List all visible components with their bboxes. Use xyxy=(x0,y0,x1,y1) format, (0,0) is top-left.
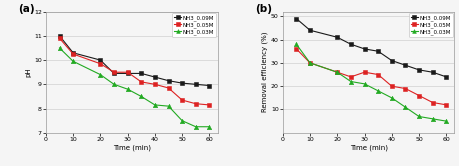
NH3_0.09M xyxy=(307,29,313,31)
NH3_0.03M xyxy=(294,43,299,45)
NH3_0.09M xyxy=(348,43,353,45)
NH3_0.03M xyxy=(166,105,171,107)
NH3_0.05M xyxy=(375,74,381,76)
NH3_0.03M xyxy=(389,97,394,99)
NH3_0.03M xyxy=(193,126,198,128)
NH3_0.09M xyxy=(125,72,130,74)
NH3_0.03M xyxy=(152,104,157,106)
Text: (a): (a) xyxy=(18,4,35,14)
NH3_0.03M xyxy=(403,106,408,108)
NH3_0.09M xyxy=(207,84,212,86)
NH3_0.09M xyxy=(179,82,185,84)
Legend: NH3_0.09M, NH3_0.05M, NH3_0.03M: NH3_0.09M, NH3_0.05M, NH3_0.03M xyxy=(409,13,453,37)
NH3_0.09M xyxy=(193,83,198,85)
NH3_0.09M xyxy=(294,18,299,20)
NH3_0.09M xyxy=(430,71,436,73)
Text: (b): (b) xyxy=(255,4,272,14)
NH3_0.05M xyxy=(335,71,340,73)
NH3_0.03M xyxy=(430,118,436,120)
Line: NH3_0.05M: NH3_0.05M xyxy=(57,36,212,107)
NH3_0.05M xyxy=(70,53,76,55)
X-axis label: Time (min): Time (min) xyxy=(113,144,151,151)
NH3_0.03M xyxy=(70,60,76,62)
NH3_0.09M xyxy=(416,69,422,71)
NH3_0.09M xyxy=(152,76,157,78)
NH3_0.05M xyxy=(430,101,436,104)
Y-axis label: Removal efficiency (%): Removal efficiency (%) xyxy=(262,32,268,112)
NH3_0.09M xyxy=(139,72,144,74)
NH3_0.09M xyxy=(362,48,367,50)
NH3_0.03M xyxy=(348,81,353,83)
NH3_0.05M xyxy=(362,71,367,73)
NH3_0.05M xyxy=(152,83,157,85)
NH3_0.03M xyxy=(139,95,144,97)
NH3_0.09M xyxy=(57,35,62,37)
NH3_0.05M xyxy=(193,103,198,105)
NH3_0.05M xyxy=(57,37,62,39)
NH3_0.09M xyxy=(443,76,449,78)
NH3_0.03M xyxy=(307,62,313,64)
NH3_0.05M xyxy=(98,63,103,65)
NH3_0.09M xyxy=(403,64,408,66)
NH3_0.05M xyxy=(111,71,117,73)
NH3_0.05M xyxy=(207,104,212,106)
NH3_0.09M xyxy=(389,60,394,62)
NH3_0.05M xyxy=(403,87,408,89)
NH3_0.03M xyxy=(335,71,340,73)
Legend: NH3_0.09M, NH3_0.05M, NH3_0.03M: NH3_0.09M, NH3_0.05M, NH3_0.03M xyxy=(172,13,216,37)
NH3_0.09M xyxy=(98,59,103,61)
NH3_0.05M xyxy=(443,104,449,106)
NH3_0.05M xyxy=(416,94,422,96)
NH3_0.03M xyxy=(111,83,117,85)
X-axis label: Time (min): Time (min) xyxy=(350,144,387,151)
NH3_0.05M xyxy=(307,62,313,64)
Y-axis label: pH: pH xyxy=(25,67,31,77)
NH3_0.05M xyxy=(389,85,394,87)
NH3_0.09M xyxy=(375,50,381,52)
NH3_0.03M xyxy=(125,88,130,90)
NH3_0.03M xyxy=(362,83,367,85)
NH3_0.03M xyxy=(416,116,422,118)
NH3_0.05M xyxy=(179,99,185,101)
NH3_0.09M xyxy=(335,36,340,38)
NH3_0.05M xyxy=(166,87,171,89)
NH3_0.05M xyxy=(125,71,130,73)
NH3_0.03M xyxy=(98,74,103,76)
NH3_0.03M xyxy=(57,47,62,49)
NH3_0.09M xyxy=(166,80,171,82)
Line: NH3_0.09M: NH3_0.09M xyxy=(57,34,212,88)
Line: NH3_0.03M: NH3_0.03M xyxy=(57,46,212,129)
NH3_0.05M xyxy=(294,48,299,50)
Line: NH3_0.09M: NH3_0.09M xyxy=(294,16,448,79)
NH3_0.05M xyxy=(348,76,353,78)
NH3_0.03M xyxy=(179,120,185,122)
NH3_0.03M xyxy=(207,126,212,128)
Line: NH3_0.05M: NH3_0.05M xyxy=(294,47,448,107)
NH3_0.05M xyxy=(139,81,144,83)
NH3_0.09M xyxy=(111,72,117,74)
NH3_0.03M xyxy=(375,90,381,92)
NH3_0.09M xyxy=(70,52,76,54)
Line: NH3_0.03M: NH3_0.03M xyxy=(294,42,448,123)
NH3_0.03M xyxy=(443,120,449,122)
